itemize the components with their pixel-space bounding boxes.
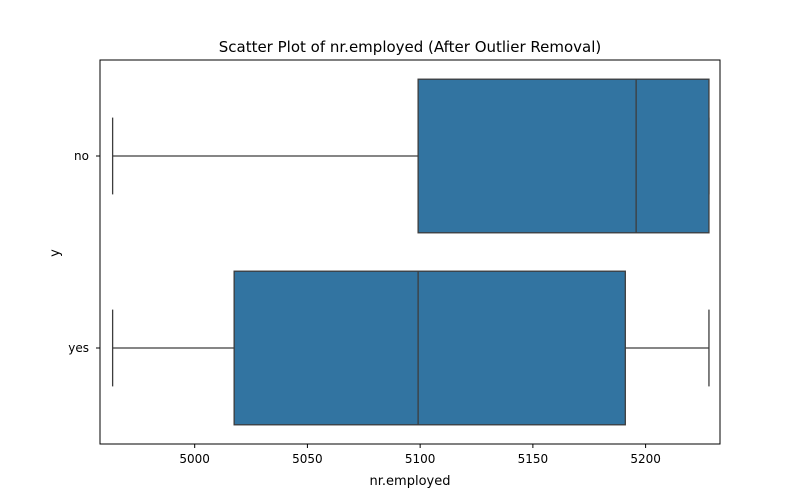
x-tick-label: 5050	[292, 452, 323, 466]
x-tick-label: 5100	[405, 452, 436, 466]
y-tick-label-yes: yes	[68, 341, 89, 355]
chart-title: Scatter Plot of nr.employed (After Outli…	[219, 38, 602, 56]
plot-marks: 5000 5050 5100 5150 5200 no yes	[68, 78, 710, 466]
y-axis-label: y	[48, 249, 63, 257]
x-axis-label: nr.employed	[370, 474, 451, 489]
plot-area-frame	[99, 59, 721, 445]
box-yes	[233, 270, 626, 426]
y-tick-label-no: no	[74, 149, 89, 163]
x-tick-label: 5150	[518, 452, 549, 466]
x-tick-label: 5200	[630, 452, 661, 466]
x-tick-label: 5000	[179, 452, 210, 466]
box-no	[417, 78, 710, 234]
